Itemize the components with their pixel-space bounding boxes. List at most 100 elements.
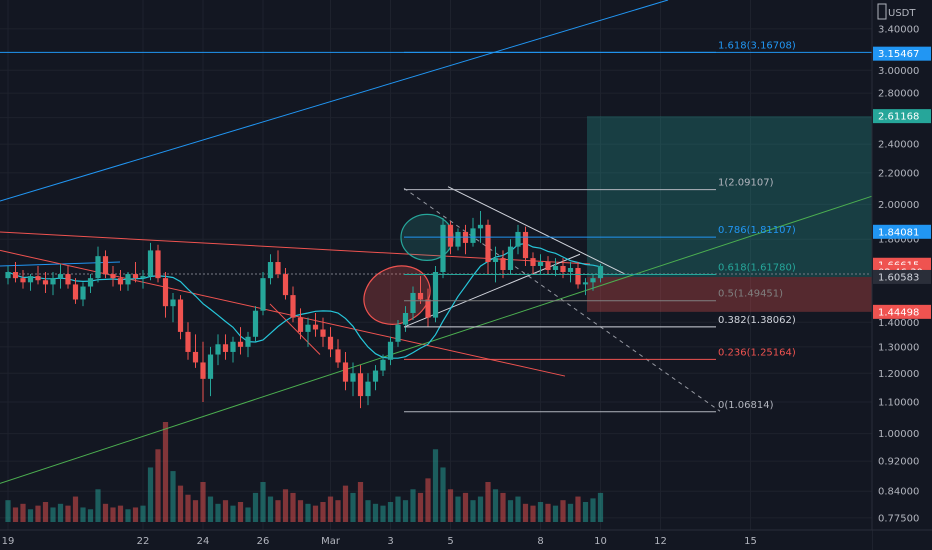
- volume-bar: [507, 500, 514, 522]
- price-tag-label: 1.44498: [878, 307, 919, 318]
- volume-bar: [560, 500, 566, 522]
- volume-bar: [230, 505, 236, 522]
- time-tick-label: 24: [197, 536, 210, 547]
- volume-bar: [42, 502, 49, 522]
- fib-level-label: 0.5(1.49451): [718, 289, 783, 300]
- candle-body: [350, 373, 356, 382]
- price-tags: 3.154672.611681.840811.6661502:46:301.60…: [873, 46, 931, 319]
- volume-bar: [252, 492, 259, 522]
- position-stop-zone[interactable]: [587, 276, 872, 312]
- candle-body: [5, 272, 11, 279]
- volume-bar: [207, 496, 214, 522]
- candle-body: [425, 299, 431, 318]
- candle-body: [312, 324, 319, 330]
- time-tick-label: 8: [537, 536, 543, 547]
- trend-line-drawings[interactable]: [0, 0, 873, 484]
- candle-body: [410, 292, 416, 313]
- volume-bar: [95, 489, 101, 522]
- volume-bar: [80, 507, 86, 522]
- volume-bar: [402, 500, 409, 522]
- candle-body: [335, 349, 341, 363]
- volume-bar: [237, 502, 244, 522]
- position-target-zone[interactable]: [587, 116, 872, 277]
- candle-body: [455, 231, 461, 247]
- time-tick-label: 22: [137, 536, 150, 547]
- candle-body: [440, 224, 446, 273]
- highlight-ellipse-red[interactable]: [354, 255, 439, 334]
- trend-line[interactable]: [403, 187, 721, 412]
- volume-bar: [305, 503, 311, 522]
- trend-line[interactable]: [0, 0, 669, 202]
- candle-body: [147, 250, 154, 277]
- volume-bar: [20, 503, 26, 522]
- volume-bar: [140, 505, 146, 522]
- candle-body: [567, 267, 574, 273]
- candle-body: [545, 262, 551, 270]
- volume-bar: [50, 507, 56, 522]
- price-tick-label: 0.92000: [878, 457, 919, 468]
- volume-bar: [297, 500, 304, 522]
- candle-body: [590, 278, 596, 283]
- volume-bar: [155, 449, 161, 522]
- volume-bar: [575, 496, 581, 522]
- volume-bar: [275, 500, 281, 522]
- volume-bar: [132, 507, 139, 522]
- volume-bar: [162, 422, 169, 522]
- candle-body: [515, 231, 521, 247]
- candle-body: [222, 344, 229, 352]
- volume-bar: [582, 502, 589, 522]
- candle-body: [342, 362, 349, 382]
- volume-bar: [372, 503, 379, 522]
- volume-bar: [552, 505, 559, 522]
- candle-body: [260, 278, 266, 311]
- price-tick-label: 3.40000: [878, 24, 919, 35]
- volume-bar: [170, 471, 176, 522]
- candle-body: [500, 258, 506, 270]
- price-tick-label: 2.00000: [878, 200, 919, 211]
- trend-line[interactable]: [269, 303, 321, 355]
- long-position-tool[interactable]: [587, 116, 872, 312]
- volume-bar: [27, 509, 34, 522]
- candle-body: [102, 256, 109, 275]
- trend-line[interactable]: [447, 186, 626, 275]
- candle-body: [380, 359, 386, 371]
- fib-retracement[interactable]: 1.618(3.16708) 1(2.09107) 0.786(1.81107) 0.…: [404, 40, 796, 413]
- volume-bar: [35, 505, 41, 522]
- fib-level-label: 0.236(1.25164): [718, 347, 796, 358]
- price-tick-label: 0.84000: [878, 487, 919, 498]
- candle-body: [530, 258, 536, 266]
- candle-body: [507, 246, 514, 270]
- candle-body: [365, 381, 371, 397]
- volume-bar: [410, 489, 416, 522]
- volume-bar: [290, 492, 296, 522]
- volume-bar: [12, 507, 19, 522]
- candle-body: [357, 373, 364, 397]
- candle-body: [245, 336, 251, 347]
- volume-bar: [260, 482, 266, 522]
- volume-bar: [117, 505, 124, 522]
- candle-body: [305, 324, 311, 332]
- candle-body: [297, 317, 304, 332]
- volume-bar: [57, 503, 64, 522]
- price-tick-label: 2.20000: [878, 168, 919, 179]
- candle-body: [12, 272, 19, 279]
- settings-icon[interactable]: [877, 3, 887, 20]
- candle-body: [575, 267, 581, 285]
- price-tick-label: 0.77500: [878, 513, 919, 524]
- candle-body: [95, 256, 101, 279]
- volume-bar: [365, 500, 371, 522]
- volume-bar: [125, 509, 131, 522]
- price-tag-label: 1.60583: [878, 272, 919, 283]
- time-tick-label: 15: [744, 536, 757, 547]
- trend-line[interactable]: [0, 195, 873, 484]
- fib-level-label: 0.382(1.38062): [718, 315, 796, 326]
- price-tick-label: 3.00000: [878, 66, 919, 77]
- volume-bar: [485, 482, 491, 522]
- volume-bar: [417, 492, 424, 522]
- moving-average-line: [7, 242, 601, 359]
- volume-bar: [327, 496, 334, 522]
- price-tag-label: 3.15467: [878, 49, 919, 60]
- candle-body: [230, 341, 236, 352]
- trend-line[interactable]: [0, 249, 566, 377]
